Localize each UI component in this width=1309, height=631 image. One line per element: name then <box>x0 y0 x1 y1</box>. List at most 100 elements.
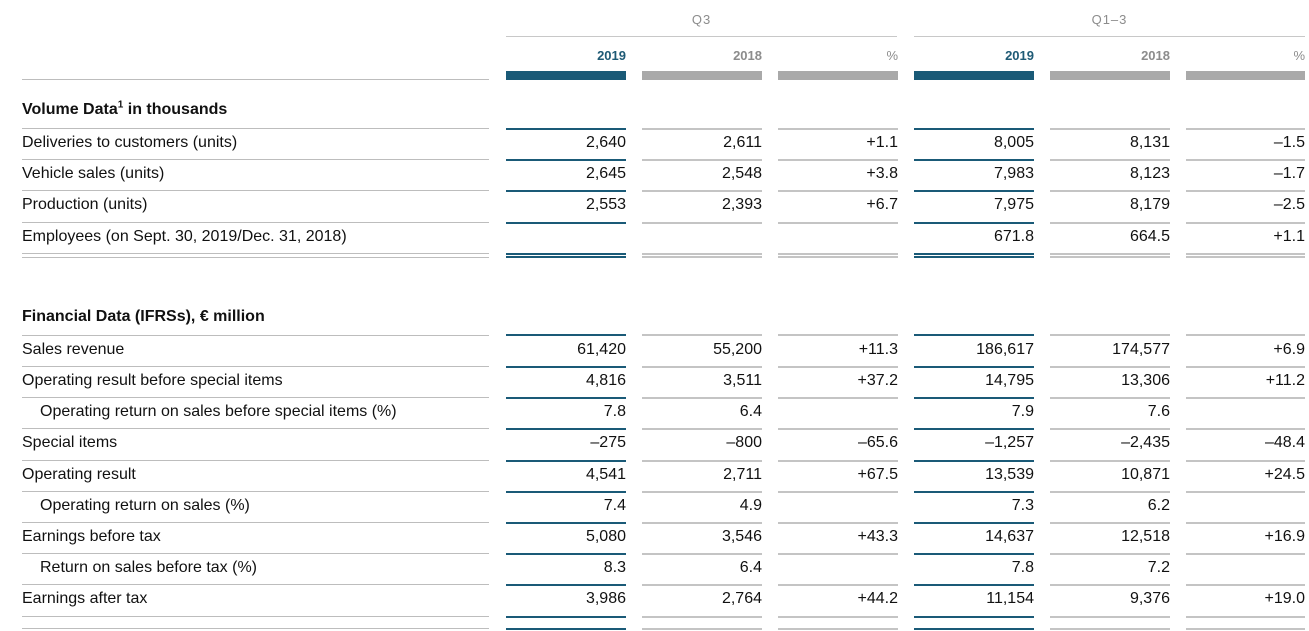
cell-divider-q1-3-2019 <box>914 427 1034 430</box>
cell-divider-q3-2018 <box>642 334 762 337</box>
cell-divider-q1-3-percent <box>1186 521 1305 524</box>
cell-divider-q1-3-percent <box>1186 252 1305 255</box>
cell-divider-q1-3-percent <box>1186 365 1305 368</box>
cell-q1-3-percent: +19.0 <box>1264 590 1305 608</box>
cell-divider-q3-2019 <box>506 459 626 462</box>
cell-divider-q3-2019 <box>506 490 626 493</box>
row-label: Operating return on sales before special… <box>40 403 397 421</box>
cell-q1-3-2019: 186,617 <box>976 340 1034 358</box>
cell-divider-q3-2019 <box>506 252 626 255</box>
cell-q1-3-percent: +11.2 <box>1265 372 1305 389</box>
cell-q1-3-2018: 8,179 <box>1129 196 1170 214</box>
cell-q3-percent: +6.7 <box>866 196 898 214</box>
cell-divider-q1-3-2018 <box>1050 127 1170 130</box>
cell-q3-2018: 3,546 <box>721 528 762 545</box>
cell-q1-3-2018: 7.6 <box>1147 403 1170 421</box>
cell-divider-q3-2019 <box>506 552 626 555</box>
cell-q1-3-2019: 14,637 <box>985 528 1034 545</box>
cell-q3-2018: 2,611 <box>723 134 762 151</box>
cell-divider-q3-percent <box>778 127 898 130</box>
cell-divider-q1-3-2019 <box>914 459 1034 462</box>
cell-q3-2019: 4,541 <box>585 465 626 483</box>
cell-q1-3-2018: 174,577 <box>1112 340 1170 358</box>
cell-divider-q3-percent <box>778 583 898 586</box>
group-divider-q1-3 <box>914 36 1305 37</box>
cell-divider-q1-3-2018 <box>1050 158 1170 161</box>
footnote-marker: 1 <box>117 99 124 111</box>
cell-divider-q1-3-2018 <box>1050 627 1170 630</box>
cell-divider-q1-3-percent <box>1186 427 1305 430</box>
cell-divider-q1-3-2019 <box>914 365 1034 368</box>
cell-q3-2018: 55,200 <box>713 340 762 358</box>
cell-divider-q3-2018 <box>642 521 762 524</box>
label-divider-row <box>22 397 489 398</box>
cell-divider-q1-3-percent <box>1186 189 1305 192</box>
cell-divider-q1-3-percent <box>1186 490 1305 493</box>
cell-q3-2018: 2,711 <box>723 465 762 483</box>
cell-divider-q1-3-percent <box>1186 459 1305 462</box>
cell-q1-3-percent: +1.1 <box>1273 227 1305 245</box>
cell-q1-3-2018: 8,131 <box>1129 134 1170 151</box>
column-bar-q3-2018 <box>642 71 762 80</box>
cell-q3-2018: –800 <box>726 434 762 452</box>
cell-divider-q3-percent <box>778 427 898 430</box>
cell-q3-2019: 4,816 <box>585 372 626 389</box>
label-divider-row <box>22 366 489 367</box>
label-divider-row <box>22 253 489 254</box>
cell-q3-2019: 2,645 <box>585 165 626 183</box>
cell-divider-q1-3-2018 <box>1050 365 1170 368</box>
cell-q3-2019: –275 <box>590 434 626 452</box>
label-divider-row <box>22 190 489 191</box>
cell-divider-q1-3-2018 <box>1050 583 1170 586</box>
cell-divider-q1-3-2018 <box>1050 334 1170 337</box>
cell-divider-q3-percent <box>778 490 898 493</box>
cell-q3-percent: +3.8 <box>866 165 898 183</box>
cell-divider-q3-2019 <box>506 615 626 618</box>
cell-divider-q1-3-2019 <box>914 490 1034 493</box>
label-divider-row <box>22 491 489 492</box>
cell-divider-q3-percent <box>778 256 898 259</box>
cell-divider-q3-2019 <box>506 627 626 630</box>
cell-q1-3-2018: 10,871 <box>1121 465 1170 483</box>
cell-q1-3-2018: 12,518 <box>1121 528 1170 545</box>
section-title-text: Financial Data (IFRSs), € million <box>22 307 265 325</box>
cell-divider-q1-3-2019 <box>914 221 1034 224</box>
cell-q1-3-2019: 7.8 <box>1011 559 1034 577</box>
cell-divider-q3-2018 <box>642 490 762 493</box>
cell-divider-q1-3-2018 <box>1050 521 1170 524</box>
cell-divider-q1-3-percent <box>1186 127 1305 130</box>
cell-divider-q3-percent <box>778 627 898 630</box>
cell-q1-3-percent: +16.9 <box>1264 528 1305 545</box>
cell-q1-3-2019: 7,975 <box>993 196 1034 214</box>
cell-q3-2019: 7.8 <box>603 403 626 421</box>
cell-divider-q3-2019 <box>506 189 626 192</box>
cell-divider-q3-2018 <box>642 396 762 399</box>
column-bar-q3-percent <box>778 71 898 80</box>
cell-q1-3-2018: 8,123 <box>1129 165 1170 183</box>
cell-q1-3-2018: 6.2 <box>1147 496 1170 514</box>
cell-q3-2018: 2,548 <box>721 165 762 183</box>
cell-q1-3-percent: –48.4 <box>1264 434 1305 452</box>
row-label: Vehicle sales (units) <box>22 165 165 183</box>
cell-divider-q1-3-2019 <box>914 627 1034 630</box>
cell-divider-q3-percent <box>778 521 898 524</box>
label-divider-row <box>22 522 489 523</box>
header-divider <box>22 79 489 80</box>
cell-divider-q3-2019 <box>506 158 626 161</box>
section-title: Volume Data1 in thousands <box>22 100 227 120</box>
cell-divider-q3-2018 <box>642 627 762 630</box>
cell-q3-percent: +44.2 <box>857 590 898 608</box>
group-header-q1-3: Q1–3 <box>1091 12 1128 27</box>
cell-divider-q1-3-2018 <box>1050 256 1170 259</box>
cell-divider-q1-3-percent <box>1186 396 1305 399</box>
cell-divider-q1-3-percent <box>1186 583 1305 586</box>
group-divider-q3 <box>506 36 897 37</box>
cell-divider-q1-3-percent <box>1186 221 1305 224</box>
cell-divider-q1-3-percent <box>1186 334 1305 337</box>
label-divider-row <box>22 553 489 554</box>
cell-divider-q1-3-2018 <box>1050 252 1170 255</box>
cell-divider-q1-3-2018 <box>1050 427 1170 430</box>
cell-divider-q3-2018 <box>642 583 762 586</box>
label-divider-section-0 <box>22 128 489 129</box>
cell-q1-3-2018: 7.2 <box>1147 559 1170 577</box>
